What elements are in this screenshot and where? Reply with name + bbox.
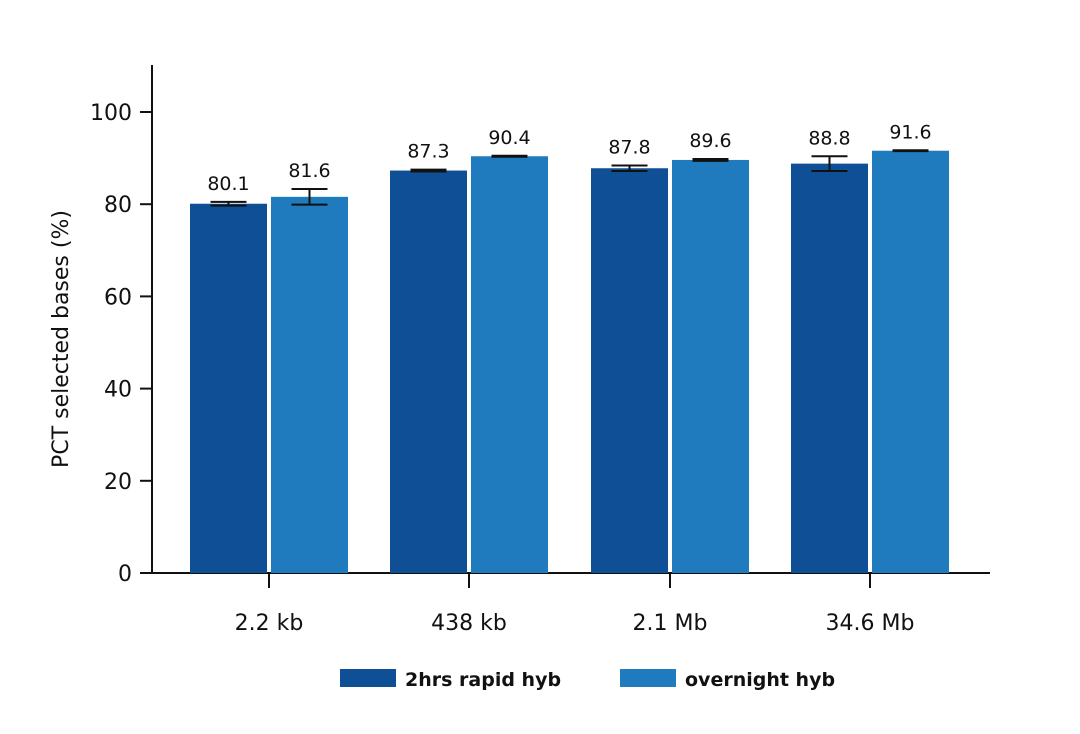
bars: [190, 149, 949, 574]
legend-label: overnight hyb: [685, 669, 835, 691]
legend: 2hrs rapid hyb overnight hyb: [340, 669, 835, 691]
data-label: 91.6: [889, 121, 931, 143]
data-label: 80.1: [207, 173, 249, 195]
x-tick-label: 2.2 kb: [235, 611, 304, 636]
data-label: 89.6: [689, 130, 731, 152]
x-axis: 2.2 kb 438 kb 2.1 Mb 34.6 Mb: [152, 572, 990, 636]
x-tick-label: 438 kb: [431, 611, 507, 636]
data-label: 81.6: [288, 160, 330, 182]
bar: [872, 150, 949, 573]
y-axis: 0 20 40 60 80 100: [90, 65, 153, 587]
y-tick-label: 100: [90, 101, 132, 126]
y-tick-label: 20: [104, 470, 132, 495]
data-label: 87.3: [407, 141, 449, 163]
y-tick-label: 0: [118, 562, 132, 587]
legend-swatch: [340, 669, 396, 687]
bar: [390, 170, 467, 573]
bar: [672, 159, 749, 573]
bar: [591, 168, 668, 573]
data-label: 88.8: [808, 127, 850, 149]
bar: [471, 156, 548, 574]
data-label: 90.4: [488, 127, 530, 149]
value-labels: 80.1 87.3 87.8 88.8 81.6 90.4 89.6 91.6: [207, 121, 931, 195]
x-tick-label: 2.1 Mb: [633, 611, 708, 636]
y-axis-title: PCT selected bases (%): [49, 210, 74, 468]
bar: [791, 163, 868, 573]
bar: [271, 196, 348, 573]
y-tick-label: 40: [104, 378, 132, 403]
legend-label: 2hrs rapid hyb: [405, 669, 561, 691]
x-tick-label: 34.6 Mb: [826, 611, 915, 636]
legend-swatch: [620, 669, 676, 687]
y-tick-label: 80: [104, 193, 132, 218]
bar: [190, 203, 267, 573]
y-tick-label: 60: [104, 285, 132, 310]
data-label: 87.8: [608, 136, 650, 158]
